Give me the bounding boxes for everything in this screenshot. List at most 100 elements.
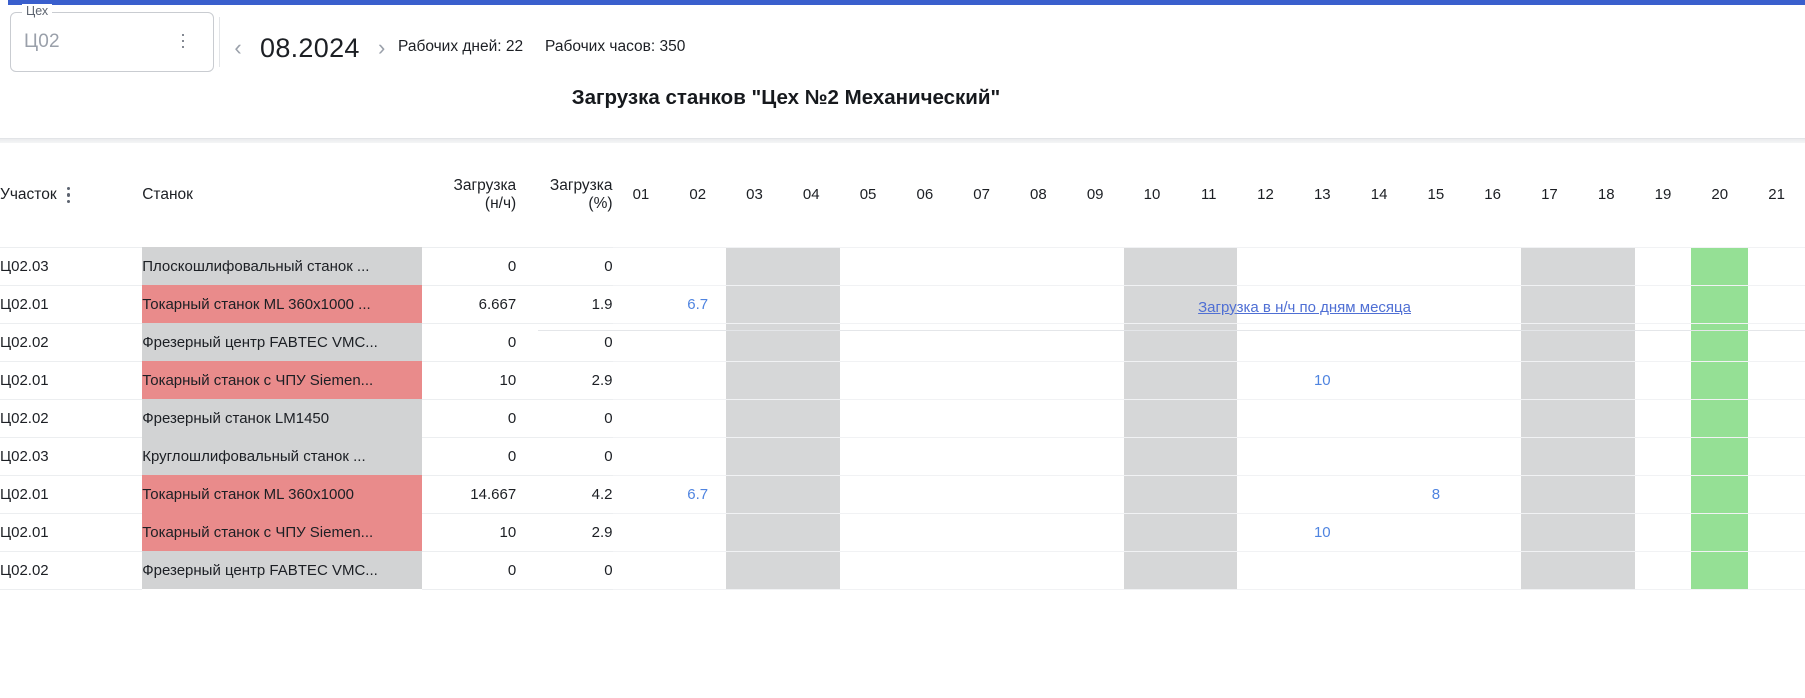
- cell-load-hours: 10: [422, 512, 517, 552]
- table-row[interactable]: Ц02.02 Фрезерный станок LM1450 0 0: [0, 398, 1805, 438]
- table-row[interactable]: Ц02.01 Токарный станок с ЧПУ Siemen... 10 2…: [0, 512, 1805, 552]
- column-header-load-hours[interactable]: Загрузка (н/ч): [422, 143, 517, 247]
- cell-sector: Ц02.01: [0, 284, 143, 324]
- cell-day-load: [1577, 284, 1635, 324]
- cell-day-load: [1521, 322, 1578, 362]
- cell-day-load: [1748, 360, 1805, 400]
- column-header-machine[interactable]: Станок: [142, 143, 423, 247]
- cell-day-load: [1066, 436, 1124, 476]
- column-header-sector[interactable]: Участок: [0, 143, 143, 247]
- cell-day-load: [1066, 360, 1124, 400]
- cell-day-load: [1237, 512, 1294, 552]
- cell-day-load: [612, 474, 670, 514]
- cell-day-load: [1748, 398, 1805, 438]
- cell-day-load: [1237, 322, 1294, 362]
- column-header-day: 09: [1066, 143, 1124, 247]
- cell-load-hours: 0: [422, 550, 517, 590]
- month-navigator: ‹ 08.2024 ›: [226, 27, 394, 69]
- cell-day-load: [1237, 550, 1294, 590]
- cell-load-percent: 2.9: [516, 512, 613, 552]
- column-header-day: 11: [1180, 143, 1238, 247]
- cell-day-load: [1180, 284, 1238, 324]
- cell-day-load: [669, 360, 727, 400]
- cell-day-load: [1407, 246, 1465, 286]
- list-icon[interactable]: [182, 33, 202, 49]
- cell-day-load: [1407, 550, 1465, 590]
- cell-day-load: [1180, 512, 1238, 552]
- cell-day-load: [1010, 436, 1067, 476]
- column-header-load-hours-line1: Загрузка: [453, 176, 517, 194]
- cell-day-load: [726, 474, 783, 514]
- shop-select-field[interactable]: Цех Ц02: [10, 4, 214, 72]
- cell-day-load: 6.7: [669, 474, 727, 514]
- cell-day-load: [1350, 246, 1408, 286]
- cell-day-load: [1180, 246, 1238, 286]
- cell-day-load: [726, 550, 783, 590]
- column-header-day: 06: [896, 143, 954, 247]
- window-accent-bar: [0, 0, 1805, 5]
- cell-sector: Ц02.01: [0, 360, 143, 400]
- cell-day-load: [1521, 474, 1578, 514]
- cell-day-load: 8: [1407, 474, 1465, 514]
- cell-load-hours: 0: [422, 322, 517, 362]
- header-separator-line: [0, 138, 1805, 139]
- chevron-right-icon[interactable]: ›: [378, 35, 386, 60]
- day-columns-group-link[interactable]: Загрузка в н/ч по дням месяца: [1198, 299, 1411, 316]
- more-vertical-icon[interactable]: [66, 186, 71, 204]
- cell-day-load: [1010, 246, 1067, 286]
- table-row[interactable]: Ц02.01 Токарный станок с ЧПУ Siemen... 10 2…: [0, 360, 1805, 400]
- table-row[interactable]: Ц02.03 Плоскошлифовальный станок ... 0 0: [0, 246, 1805, 286]
- cell-day-load: [1634, 398, 1692, 438]
- column-header-load-hours-line2: (н/ч): [484, 194, 517, 212]
- table-row[interactable]: Ц02.02 Фрезерный центр FABTEC VMC... 0 0: [0, 550, 1805, 590]
- column-header-day: 07: [953, 143, 1010, 247]
- column-header-day: 20: [1691, 143, 1749, 247]
- cell-day-load: [1180, 322, 1238, 362]
- column-header-day: 15: [1407, 143, 1465, 247]
- cell-day-load: [1066, 474, 1124, 514]
- column-header-load-percent-line2: (%): [588, 194, 613, 212]
- column-header-day: 02: [669, 143, 727, 247]
- current-month-label: 08.2024: [260, 32, 360, 63]
- cell-day-load: [726, 512, 783, 552]
- column-header-day: 19: [1634, 143, 1692, 247]
- cell-day-load: [1464, 246, 1522, 286]
- cell-day-load: [1521, 284, 1578, 324]
- column-header-sector-label: Участок: [0, 185, 57, 203]
- table-row[interactable]: Ц02.03 Круглошлифовальный станок ... 0 0: [0, 436, 1805, 476]
- cell-day-load: [1350, 512, 1408, 552]
- chevron-left-icon[interactable]: ‹: [234, 35, 242, 60]
- cell-day-load: [1407, 398, 1465, 438]
- cell-machine-name: Токарный станок с ЧПУ Siemen...: [142, 361, 423, 399]
- cell-day-load: [782, 398, 840, 438]
- cell-day-load: [1464, 512, 1522, 552]
- column-header-load-percent[interactable]: Загрузка (%): [516, 143, 613, 247]
- cell-day-load: [669, 436, 727, 476]
- cell-day-load: [726, 436, 783, 476]
- cell-day-load: [839, 436, 897, 476]
- cell-day-load: [839, 398, 897, 438]
- column-header-day: 18: [1577, 143, 1635, 247]
- cell-day-load: [953, 436, 1010, 476]
- cell-day-load: [1634, 360, 1692, 400]
- cell-day-load: [1123, 550, 1181, 590]
- working-hours-stat: Рабочих часов: 350: [545, 38, 686, 55]
- cell-day-load: 6.7: [669, 284, 727, 324]
- cell-day-load: [1464, 474, 1522, 514]
- cell-day-load: [1577, 436, 1635, 476]
- cell-load-hours: 6.667: [422, 284, 517, 324]
- table-row[interactable]: Ц02.01 Токарный станок ML 360x1000 ... 6.6…: [0, 284, 1805, 324]
- shop-select-box: [10, 12, 214, 72]
- cell-day-load: [1691, 246, 1749, 286]
- cell-day-load: [1010, 550, 1067, 590]
- cell-day-load: [953, 550, 1010, 590]
- cell-day-load: [896, 322, 954, 362]
- cell-day-load: [612, 398, 670, 438]
- cell-day-load: [1748, 512, 1805, 552]
- cell-load-percent: 4.2: [516, 474, 613, 514]
- cell-day-load: [1634, 512, 1692, 552]
- table-row[interactable]: Ц02.01 Токарный станок ML 360x1000 14.667 4…: [0, 474, 1805, 514]
- table-row[interactable]: Ц02.02 Фрезерный центр FABTEC VMC... 0 0: [0, 322, 1805, 362]
- cell-load-hours: 10: [422, 360, 517, 400]
- column-header-day: 10: [1123, 143, 1181, 247]
